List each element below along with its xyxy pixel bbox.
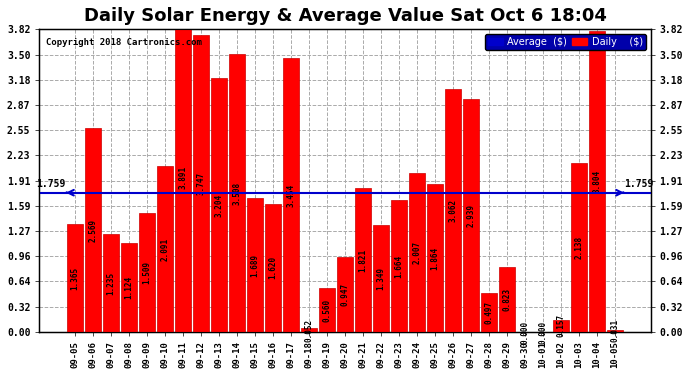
- Text: 1.365: 1.365: [70, 267, 79, 290]
- Text: 0.560: 0.560: [322, 298, 331, 321]
- Text: 3.891: 3.891: [179, 166, 188, 189]
- Text: 2.569: 2.569: [88, 219, 97, 242]
- Text: 1.689: 1.689: [250, 254, 259, 277]
- Text: 1.759: 1.759: [624, 179, 653, 189]
- Text: 1.864: 1.864: [431, 247, 440, 270]
- Bar: [427, 184, 443, 332]
- Bar: [571, 163, 586, 332]
- Bar: [229, 54, 245, 332]
- Bar: [445, 89, 461, 332]
- Text: 2.138: 2.138: [575, 236, 584, 259]
- Bar: [319, 288, 335, 332]
- Text: 0.157: 0.157: [557, 314, 566, 338]
- Text: 0.052: 0.052: [304, 318, 313, 342]
- Text: 1.509: 1.509: [142, 261, 151, 284]
- Bar: [607, 330, 623, 332]
- Bar: [86, 129, 101, 332]
- Text: 3.204: 3.204: [215, 194, 224, 217]
- Bar: [337, 257, 353, 332]
- Text: 3.062: 3.062: [448, 199, 457, 222]
- Text: 3.508: 3.508: [233, 182, 241, 205]
- Bar: [211, 78, 226, 332]
- Text: 0.000: 0.000: [539, 321, 548, 344]
- Text: 0.000: 0.000: [520, 321, 529, 344]
- Bar: [104, 234, 119, 332]
- Text: Copyright 2018 Cartronics.com: Copyright 2018 Cartronics.com: [46, 38, 201, 47]
- Text: 0.497: 0.497: [484, 301, 493, 324]
- Text: 0.823: 0.823: [502, 288, 511, 311]
- Bar: [373, 225, 388, 332]
- Text: 1.349: 1.349: [377, 267, 386, 290]
- Text: 1.821: 1.821: [359, 248, 368, 272]
- Text: 2.091: 2.091: [161, 238, 170, 261]
- Bar: [157, 166, 172, 332]
- Text: 1.235: 1.235: [106, 272, 115, 295]
- Text: 3.454: 3.454: [286, 184, 295, 207]
- Bar: [409, 173, 424, 332]
- Text: 0.947: 0.947: [340, 283, 350, 306]
- Bar: [355, 188, 371, 332]
- Bar: [247, 198, 263, 332]
- Bar: [121, 243, 137, 332]
- Bar: [589, 30, 604, 332]
- Text: 3.804: 3.804: [593, 170, 602, 193]
- Text: 1.124: 1.124: [124, 276, 133, 299]
- Legend: Average  ($), Daily    ($): Average ($), Daily ($): [485, 34, 646, 50]
- Text: 1.664: 1.664: [395, 255, 404, 278]
- Bar: [553, 320, 569, 332]
- Text: 2.939: 2.939: [466, 204, 475, 227]
- Bar: [500, 267, 515, 332]
- Bar: [284, 58, 299, 332]
- Bar: [139, 213, 155, 332]
- Bar: [482, 293, 497, 332]
- Text: 1.759: 1.759: [37, 179, 66, 189]
- Bar: [391, 200, 406, 332]
- Text: 3.747: 3.747: [197, 172, 206, 195]
- Bar: [266, 204, 281, 332]
- Title: Daily Solar Energy & Average Value Sat Oct 6 18:04: Daily Solar Energy & Average Value Sat O…: [83, 7, 607, 25]
- Text: 1.620: 1.620: [268, 256, 277, 279]
- Text: 0.031: 0.031: [611, 320, 620, 342]
- Bar: [175, 24, 190, 332]
- Bar: [67, 224, 83, 332]
- Text: 2.007: 2.007: [413, 241, 422, 264]
- Bar: [302, 328, 317, 332]
- Bar: [193, 35, 208, 332]
- Bar: [464, 99, 479, 332]
